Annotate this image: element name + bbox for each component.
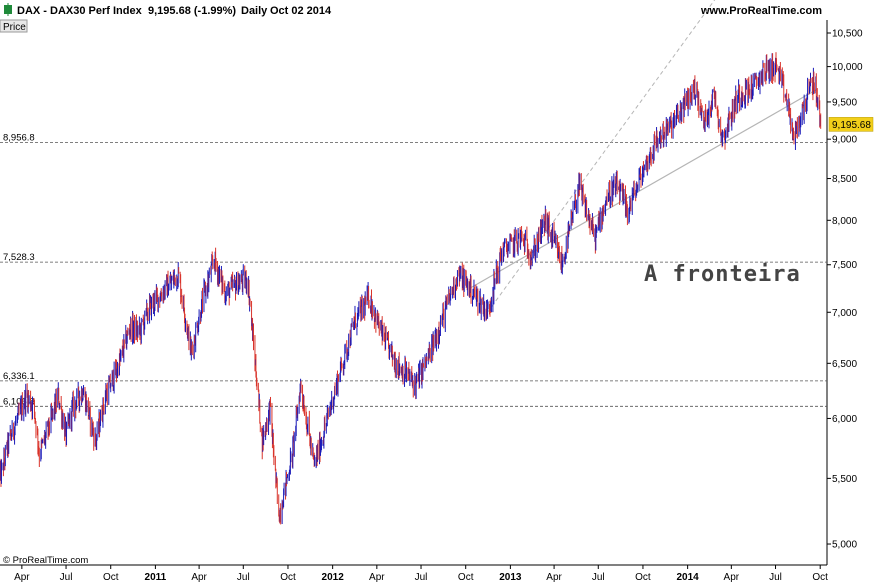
header-date: Oct 02 2014 [270, 5, 332, 17]
panel-label-text: Price [3, 22, 26, 33]
price-bars [0, 52, 822, 525]
panel-label[interactable]: Price [0, 19, 28, 33]
level-label: 8,956.8 [3, 132, 35, 143]
y-tick-label: 5,500 [832, 474, 857, 485]
x-tick-label: 2012 [322, 572, 345, 583]
last-price-label: 9,195.68 [832, 120, 871, 131]
x-tick-label: Apr [546, 572, 562, 583]
level-label: 6,106.8 [3, 396, 35, 407]
x-tick-label: 2014 [677, 572, 700, 583]
header-site: www.ProRealTime.com [700, 5, 822, 17]
x-axis: Apr Jul Oct 2011 Apr Jul Oct 2012 Apr Jul Oct 2013 A… [14, 565, 828, 583]
y-tick-label: 9,000 [832, 135, 857, 146]
header-last: 9,195.68 (-1.99%) [148, 5, 236, 17]
x-tick-label: Oct [458, 572, 474, 583]
y-tick-label: 9,500 [832, 97, 857, 108]
trend-support-line [469, 88, 818, 289]
x-tick-label: Apr [14, 572, 30, 583]
x-tick-label: Apr [369, 572, 385, 583]
y-tick-label: 10,000 [832, 62, 863, 73]
x-tick-label: 2011 [145, 572, 167, 583]
x-tick-label: 2013 [499, 572, 522, 583]
x-tick-label: Oct [103, 572, 119, 583]
y-tick-label: 5,000 [832, 540, 857, 551]
x-tick-label: Oct [280, 572, 296, 583]
y-tick-label: 6,500 [832, 359, 857, 370]
chart-annotation: A fronteira [644, 262, 801, 287]
x-tick-label: Jul [592, 572, 605, 583]
chart-header: DAX - DAX30 Perf Index 9,195.68 (-1.99%)… [4, 3, 822, 17]
level-label: 6,336.1 [3, 371, 35, 382]
x-tick-label: Jul [769, 572, 782, 583]
x-tick-label: Jul [237, 572, 250, 583]
support-levels: 8,956.8 7,528.3 6,336.1 6,106.8 [0, 132, 827, 407]
x-tick-label: Oct [812, 572, 828, 583]
x-tick-label: Jul [60, 572, 73, 583]
y-tick-label: 6,000 [832, 414, 857, 425]
y-tick-label: 10,500 [832, 28, 863, 39]
y-tick-label: 7,500 [832, 260, 857, 271]
header-period: Daily [241, 5, 268, 17]
y-tick-label: 8,000 [832, 216, 857, 227]
footer-credit: © ProRealTime.com [3, 555, 88, 566]
y-tick-label: 8,500 [832, 174, 857, 185]
x-tick-label: Apr [724, 572, 740, 583]
header-instrument: DAX - DAX30 Perf Index [17, 5, 143, 17]
level-label: 7,528.3 [3, 252, 35, 263]
y-axis: 10,500 10,000 9,500 9,000 8,500 8,000 7,500 7,0… [827, 28, 863, 551]
last-price-marker: 9,195.68 [828, 117, 874, 132]
x-tick-label: Jul [415, 572, 428, 583]
x-tick-label: Oct [635, 572, 651, 583]
last-price-box [828, 117, 874, 132]
x-tick-label: Apr [191, 572, 207, 583]
y-tick-label: 7,000 [832, 308, 857, 319]
